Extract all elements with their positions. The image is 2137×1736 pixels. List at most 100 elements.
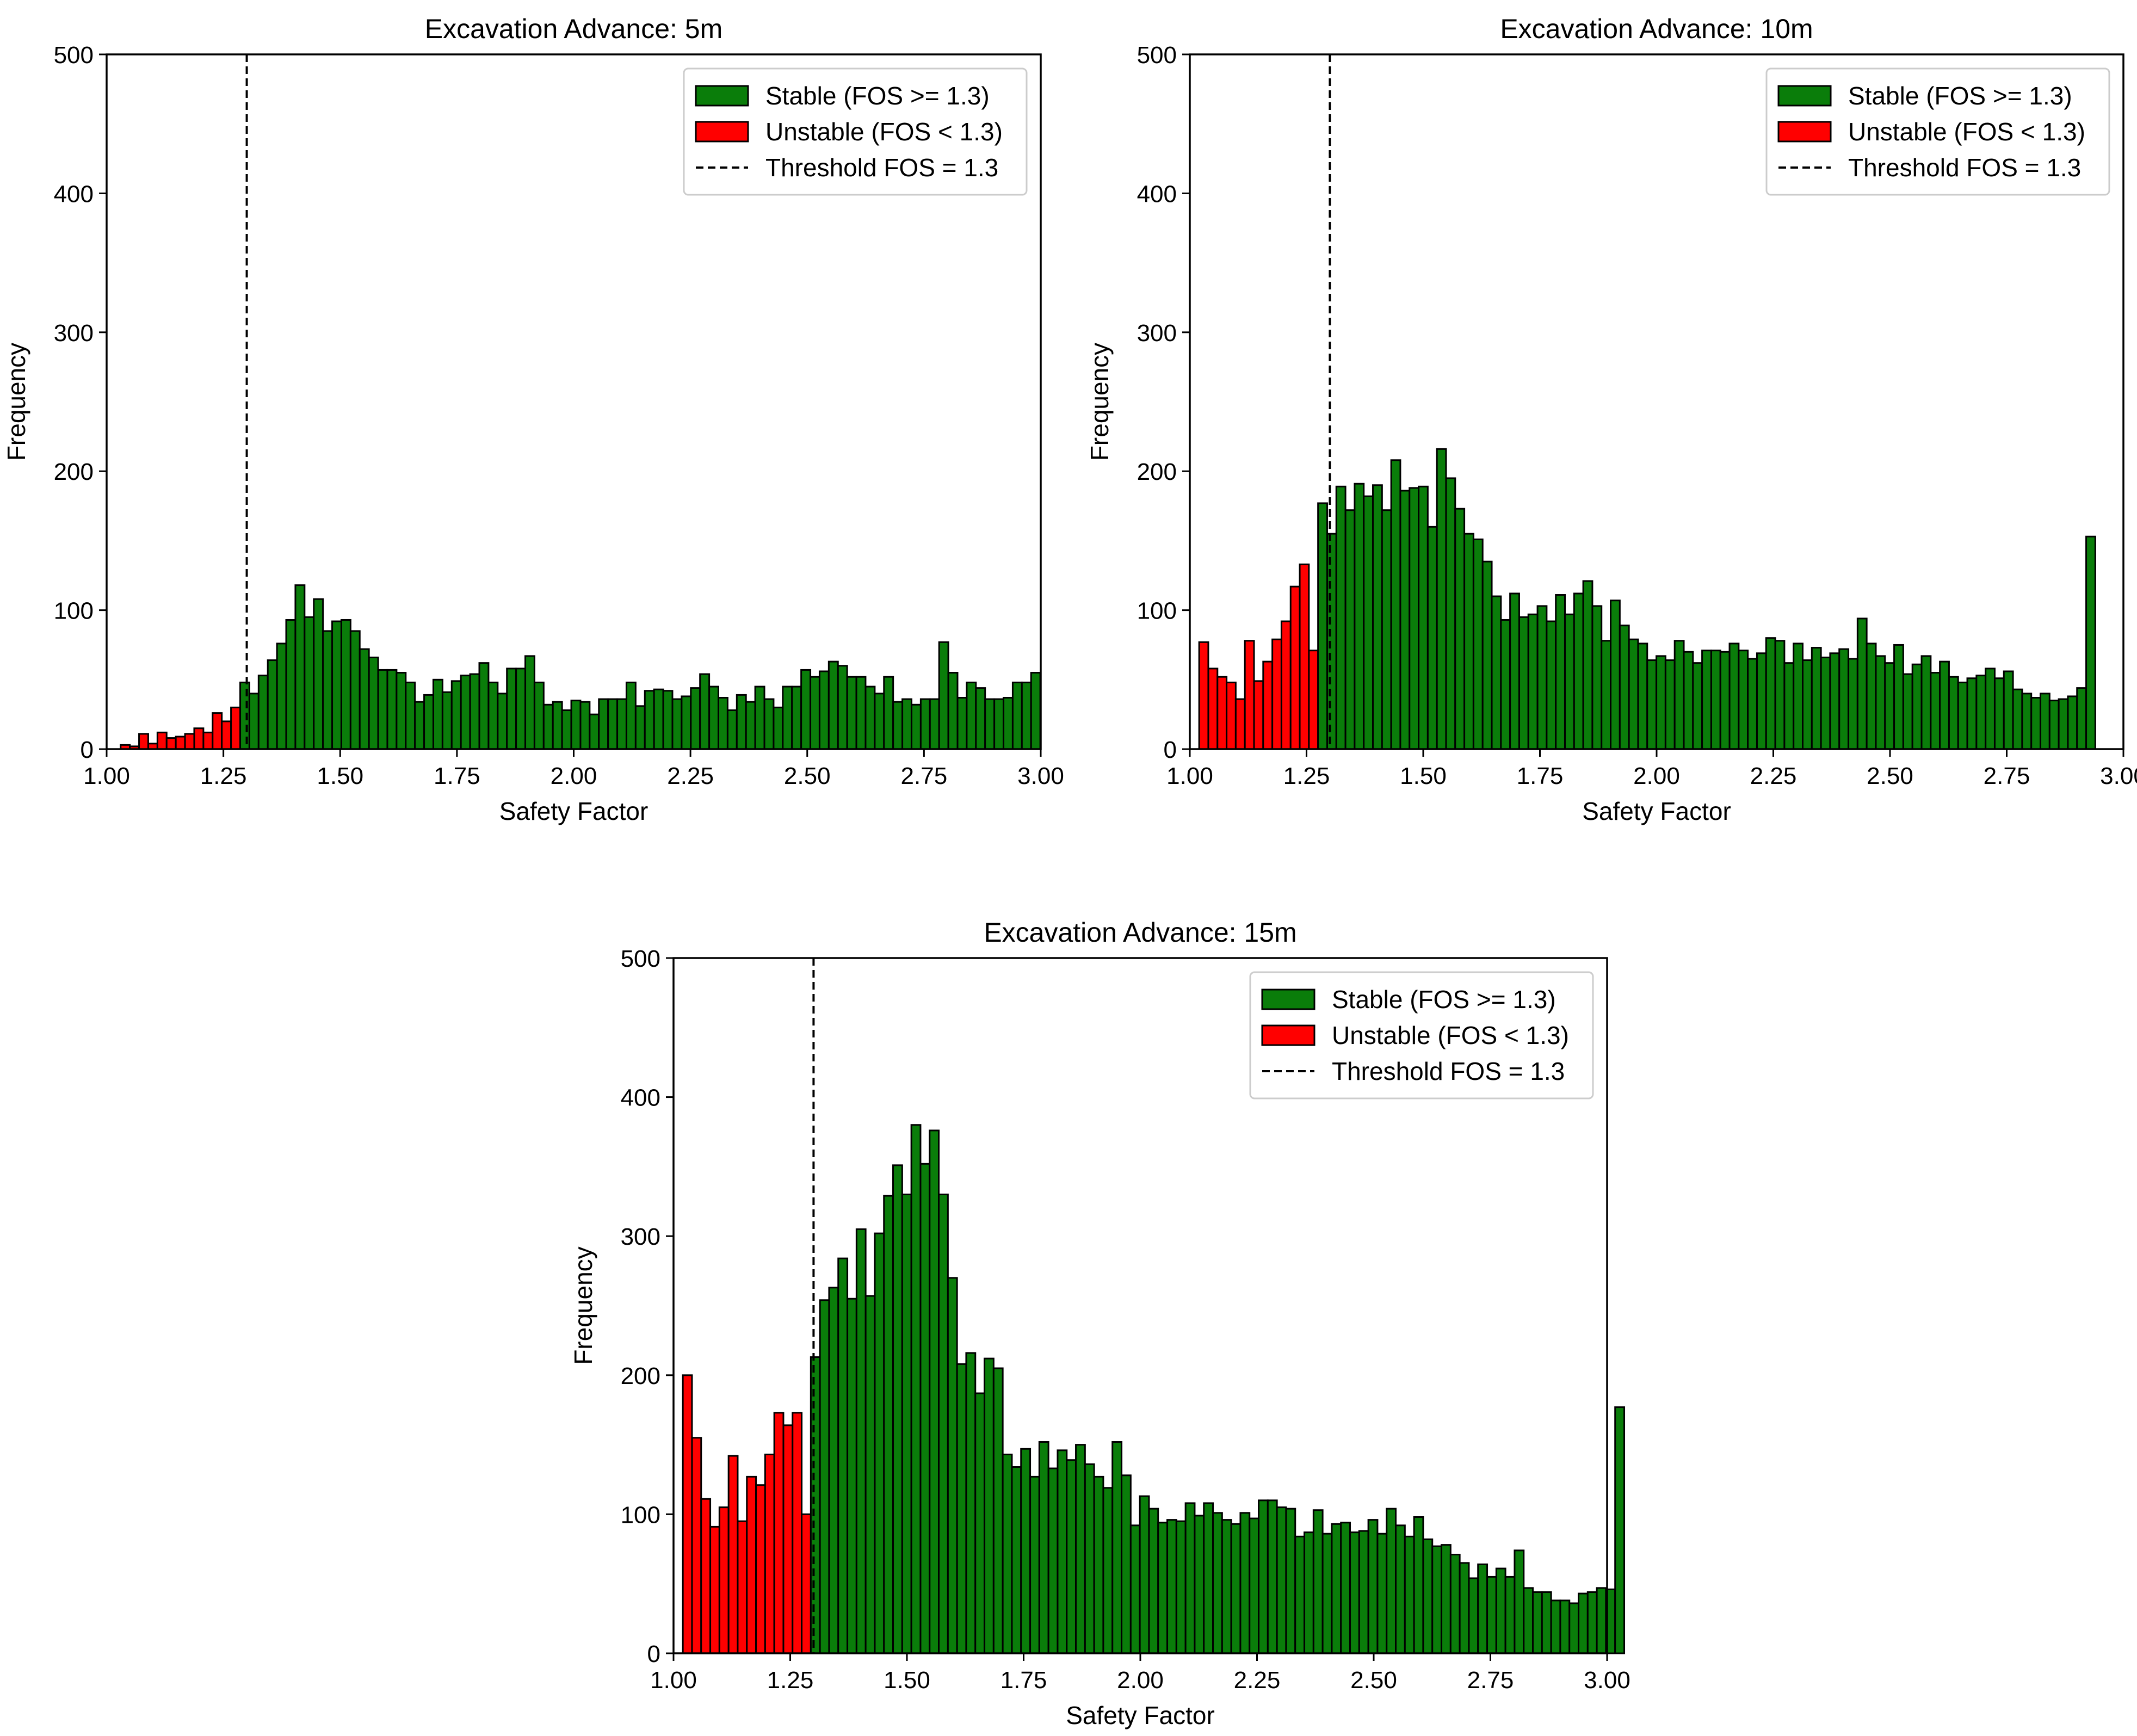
bar-stable [377, 669, 388, 750]
bar-stable [1884, 662, 1895, 750]
x-tick-label: 2.00 [551, 763, 597, 789]
bar-stable [1029, 1475, 1040, 1654]
bar-unstable [1289, 585, 1301, 750]
bar-stable [1381, 509, 1392, 750]
bar-stable [1559, 1599, 1571, 1654]
bar-stable [1445, 477, 1456, 750]
bar-stable [1518, 616, 1529, 750]
bar-stable [910, 703, 922, 750]
bar-stable [1157, 1522, 1169, 1654]
x-tick-label: 1.25 [767, 1667, 814, 1694]
bar-stable [681, 695, 692, 750]
bar-stable [1317, 502, 1328, 750]
bar-unstable [1280, 620, 1292, 750]
legend-unstable-label: Unstable (FOS < 1.3) [765, 118, 1003, 146]
bar-stable [579, 701, 591, 750]
bar-stable [515, 668, 527, 750]
bar-stable [892, 1164, 903, 1654]
bar-stable [1249, 1517, 1260, 1654]
bar-stable [570, 700, 582, 750]
bar-stable [1239, 1512, 1251, 1654]
x-tick-label: 1.50 [317, 763, 363, 789]
bar-stable [745, 701, 756, 750]
x-tick-label: 1.75 [1517, 763, 1564, 789]
bar-stable [1541, 1591, 1552, 1654]
bar-stable [2012, 688, 2023, 750]
x-tick-label: 3.00 [1017, 763, 1064, 789]
bar-unstable [1226, 681, 1237, 750]
bar-stable [1030, 672, 1041, 750]
bar-stable [1372, 484, 1383, 750]
legend: Stable (FOS >= 1.3) Unstable (FOS < 1.3) T… [683, 67, 1028, 196]
bar-stable [919, 698, 931, 750]
y-tick-label: 500 [1137, 42, 1177, 69]
bar-stable [1811, 647, 1822, 750]
x-tick-label: 1.75 [434, 763, 480, 789]
bar-stable [2030, 697, 2042, 750]
bar-stable [1637, 642, 1648, 750]
bar-unstable [138, 733, 149, 750]
bar-stable [1003, 697, 1014, 750]
bar-stable [2058, 698, 2069, 750]
bar-unstable [746, 1475, 757, 1654]
bar-stable [1326, 533, 1337, 750]
bar-stable [1481, 560, 1493, 750]
bar-stable [726, 709, 738, 750]
legend-unstable-swatch [1777, 121, 1832, 143]
bar-stable [267, 659, 278, 750]
x-axis-label: Safety Factor [499, 797, 648, 825]
x-axis-label: Safety Factor [1066, 1701, 1215, 1729]
bar-stable [1395, 1524, 1406, 1654]
y-tick-label: 0 [81, 737, 94, 763]
bar-stable [800, 669, 812, 750]
bar-stable [1532, 1591, 1543, 1654]
bar-stable [487, 681, 499, 750]
bar-stable [1075, 1444, 1086, 1654]
bar-stable [1523, 1587, 1534, 1654]
y-tick-label: 400 [1137, 181, 1177, 207]
bar-stable [460, 675, 471, 750]
bar-stable [1011, 681, 1023, 750]
bar-stable [1454, 508, 1466, 750]
bar-stable [1331, 1523, 1342, 1654]
bar-unstable [1299, 563, 1310, 750]
bar-stable [901, 1194, 912, 1654]
bar-stable [1601, 640, 1612, 750]
bar-stable [1121, 1474, 1132, 1654]
bar-stable [1449, 1554, 1461, 1654]
legend-frame [1249, 971, 1594, 1099]
bar-unstable [165, 737, 177, 750]
bar-stable [2003, 670, 2014, 750]
bar-unstable [782, 1424, 794, 1654]
bar-stable [1500, 619, 1511, 750]
chart-panel-3: 1.00 1.25 1.50 1.75 2.00 2.25 2.50 2.75 3.00 0 100… [569, 917, 1630, 1729]
bar-group [682, 1124, 1626, 1654]
bar-stable [1546, 620, 1557, 750]
x-tick-label: 1.00 [83, 763, 130, 789]
bar-stable [1966, 677, 1978, 750]
bar-stable [883, 676, 894, 750]
bar-stable [1066, 1459, 1077, 1654]
bar-stable [1477, 1563, 1489, 1654]
legend: Stable (FOS >= 1.3) Unstable (FOS < 1.3) T… [1765, 67, 2110, 196]
bar-stable [1354, 483, 1365, 750]
bar-stable [2085, 535, 2096, 750]
bar-stable [1418, 485, 1429, 750]
y-tick-label: 100 [621, 1502, 660, 1528]
bar-unstable [1271, 638, 1282, 750]
legend: Stable (FOS >= 1.3) Unstable (FOS < 1.3) T… [1249, 971, 1594, 1099]
bar-stable [607, 698, 619, 750]
bar-stable [313, 598, 324, 750]
bar-stable [625, 681, 637, 750]
bar-unstable [1244, 640, 1255, 750]
bar-stable [984, 1357, 995, 1654]
bar-stable [810, 1356, 821, 1654]
bar-stable [1893, 644, 1904, 750]
bar-stable [1093, 1475, 1104, 1654]
bar-stable [598, 698, 609, 750]
bar-stable [947, 1277, 958, 1654]
x-tick-label: 2.25 [1234, 1667, 1281, 1694]
bar-stable [1312, 1509, 1324, 1654]
bar-stable [827, 660, 839, 750]
bar-unstable [737, 1520, 748, 1654]
